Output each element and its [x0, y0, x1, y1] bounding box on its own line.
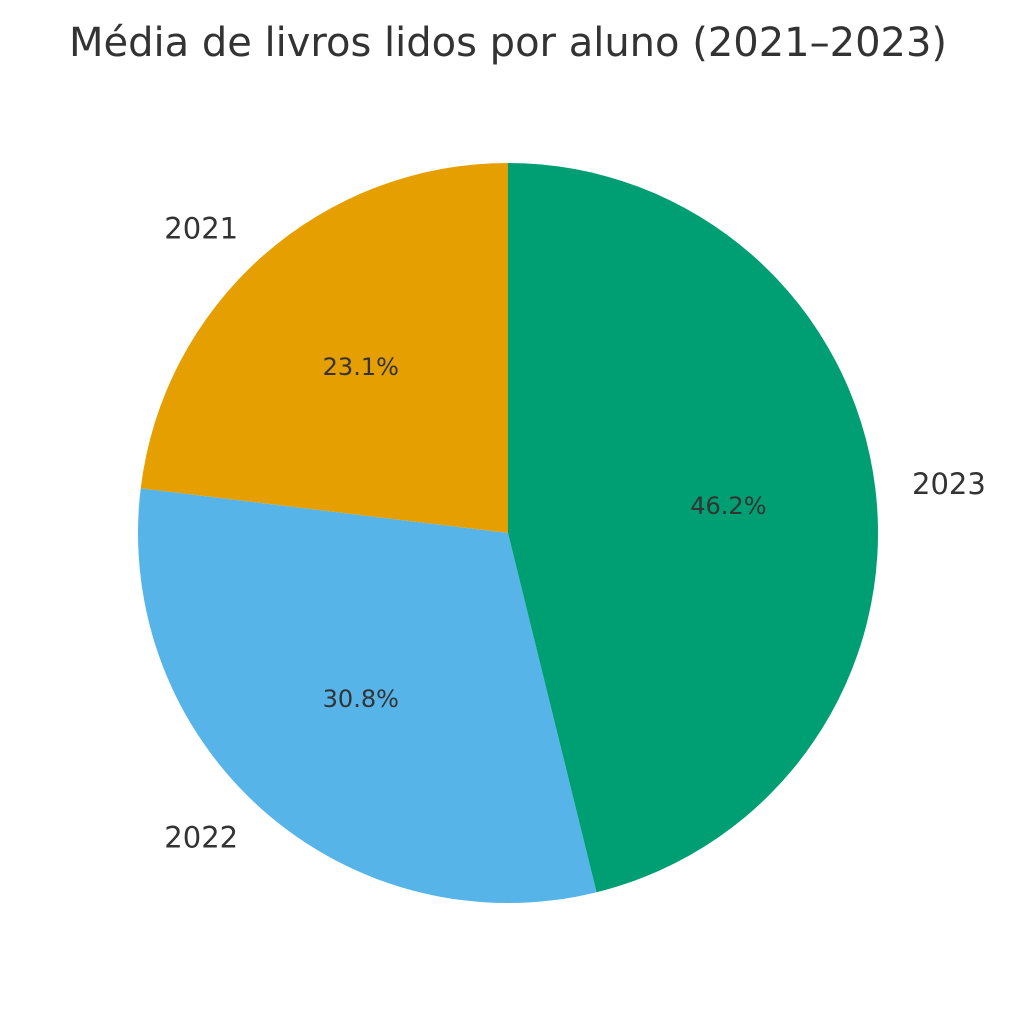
pie-slice-2022 — [138, 488, 597, 904]
slice-percent-2022: 30.8% — [323, 685, 399, 713]
pie-slices — [138, 163, 879, 904]
slice-percent-2023: 46.2% — [690, 492, 766, 520]
pie-slice-2023 — [508, 163, 879, 893]
slice-percent-2021: 23.1% — [323, 353, 399, 381]
slice-label-2021: 2021 — [164, 211, 238, 245]
slice-label-2022: 2022 — [164, 821, 238, 855]
pie-slice-2021 — [140, 163, 508, 533]
chart-title: Média de livros lidos por aluno (2021–20… — [69, 20, 947, 66]
slice-label-2023: 2023 — [912, 467, 986, 501]
pie-labels: 2021 23.1% 2022 30.8% 2023 46.2% — [164, 211, 986, 854]
